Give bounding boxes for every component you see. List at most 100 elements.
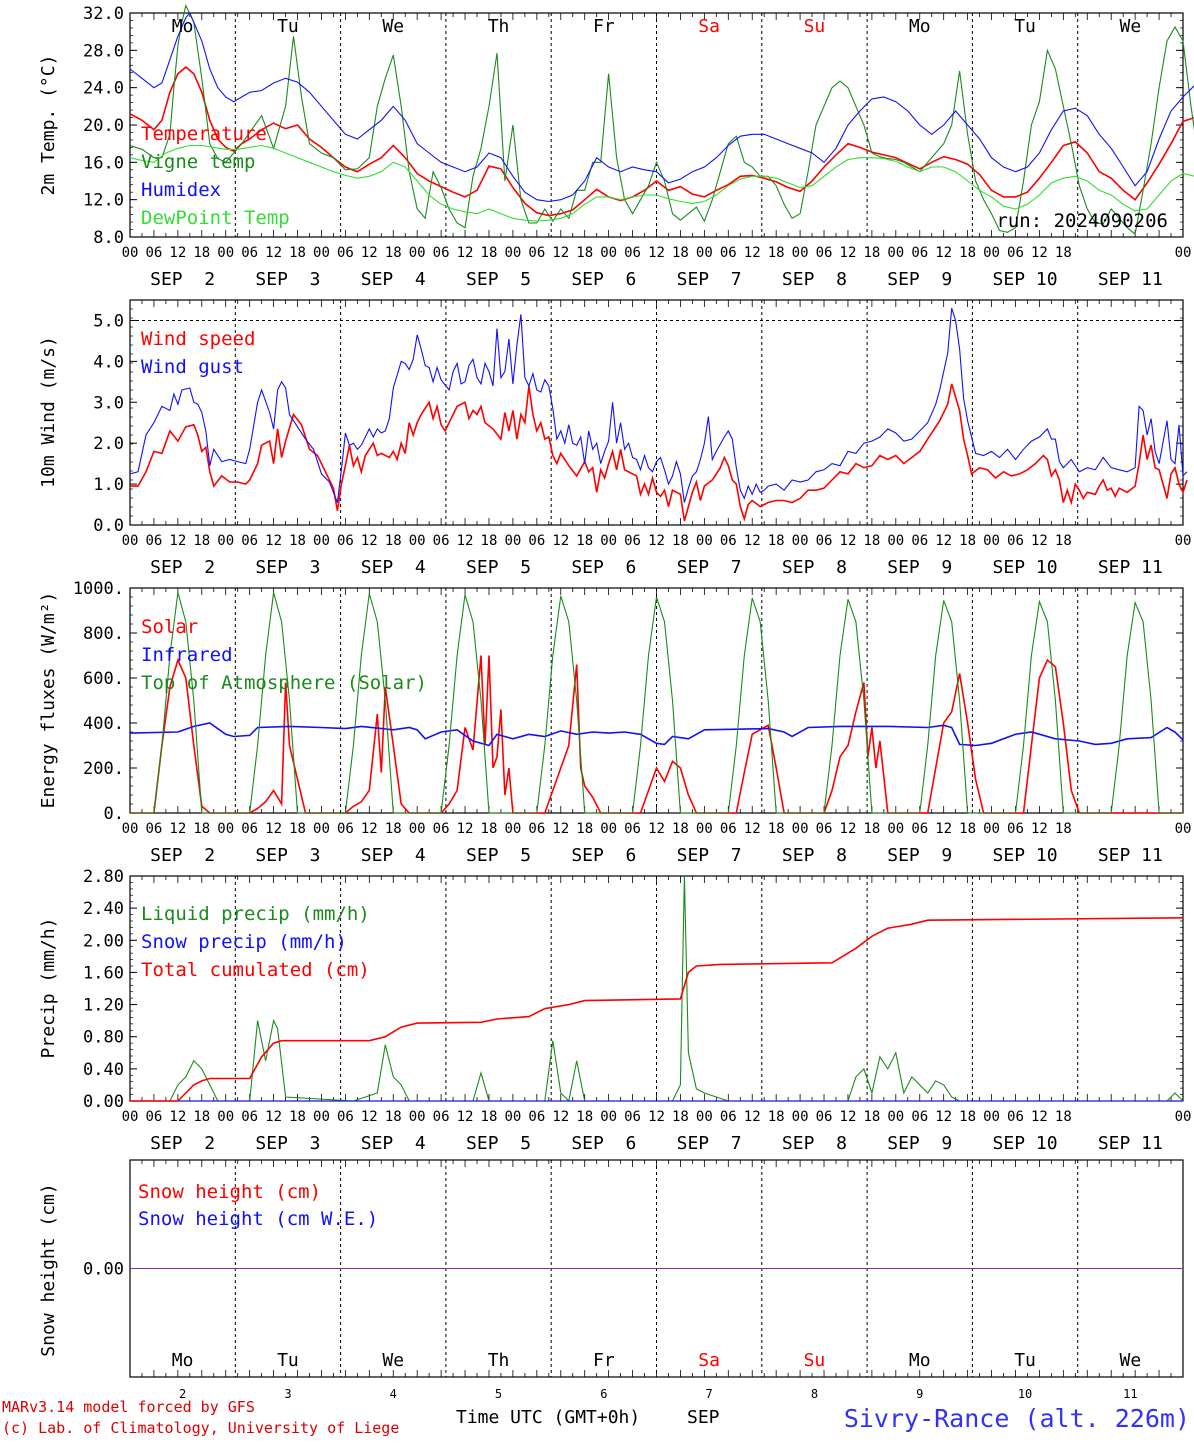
- hour-tick-label: 06: [528, 821, 545, 837]
- legend-entry: Vigne temp: [141, 151, 255, 173]
- hour-tick-label: 18: [959, 533, 976, 549]
- hour-tick-label: 06: [1007, 245, 1024, 261]
- day-name-label: Tu: [277, 16, 299, 37]
- legend-entry: Snow height (cm W.E.): [138, 1208, 378, 1230]
- hour-tick-label: 06: [433, 533, 450, 549]
- hour-tick-label: 00: [792, 533, 809, 549]
- hour-tick-label: 00: [504, 821, 521, 837]
- series-line-temperature: [129, 66, 1194, 217]
- y-axis-label: Energy fluxes (W/m²): [38, 592, 59, 809]
- hour-tick-label: 06: [816, 533, 833, 549]
- date-label: SEP 3: [255, 1133, 320, 1154]
- hour-tick-label: 06: [433, 1109, 450, 1125]
- legend-entry: Top of Atmosphere (Solar): [141, 672, 427, 694]
- hour-tick-label: 18: [672, 245, 689, 261]
- hour-tick-label: 12: [552, 533, 569, 549]
- day-name-label: Mo: [172, 1350, 194, 1371]
- legend-entry: Humidex: [141, 179, 221, 201]
- legend-entry: Liquid precip (mm/h): [141, 903, 370, 925]
- y-tick-label: 12.0: [83, 191, 124, 211]
- hour-tick-label: 18: [1055, 821, 1072, 837]
- day-name-label: Tu: [277, 1350, 299, 1371]
- date-label: SEP 7: [677, 845, 742, 866]
- hour-tick-label: 00: [887, 533, 904, 549]
- date-label: SEP 2: [150, 557, 215, 578]
- hour-tick-label: 00: [409, 1109, 426, 1125]
- hour-tick-label: 18: [672, 821, 689, 837]
- date-label: SEP 2: [150, 1133, 215, 1154]
- hour-tick-label: 00: [122, 533, 139, 549]
- run-label: run: 2024090206: [996, 210, 1168, 232]
- hour-tick-label: 12: [648, 245, 665, 261]
- hour-tick-label: 00: [313, 821, 330, 837]
- hour-tick-label: 12: [744, 1109, 761, 1125]
- hour-tick-label: 00: [504, 245, 521, 261]
- date-label: SEP 8: [782, 269, 847, 290]
- date-label: SEP 3: [255, 269, 320, 290]
- hour-tick-label: 12: [1031, 533, 1048, 549]
- panel-temp: 8.0 12.0 16.0 20.0 24.0 28.0 32.0 2m Temp. (°C)…: [38, 3, 1194, 290]
- hour-tick-label: 18: [576, 245, 593, 261]
- hour-tick-label: 06: [433, 821, 450, 837]
- y-tick-label: 24.0: [83, 79, 124, 99]
- hour-tick-label: 12: [935, 245, 952, 261]
- y-tick-label: 1.60: [83, 963, 124, 983]
- y-tick-label: 16.0: [83, 153, 124, 173]
- hour-tick-label: 18: [768, 821, 785, 837]
- date-label: SEP 7: [677, 269, 742, 290]
- hour-tick-label: 18: [768, 1109, 785, 1125]
- hour-tick-label: 06: [433, 245, 450, 261]
- hour-tick-label: 18: [768, 533, 785, 549]
- hour-tick-label: 18: [289, 821, 306, 837]
- hour-tick-label: 06: [624, 821, 641, 837]
- hour-tick-label: 18: [576, 1109, 593, 1125]
- hour-tick-label: 00: [792, 1109, 809, 1125]
- y-tick-label: 0.: [104, 804, 124, 824]
- hour-tick-label: 12: [648, 821, 665, 837]
- hour-tick-label: 06: [720, 245, 737, 261]
- y-tick-label: 0.00: [83, 1092, 124, 1112]
- hour-tick-label: 00: [313, 1109, 330, 1125]
- date-label: SEP 2: [150, 269, 215, 290]
- day-name-label: Fr: [593, 1350, 615, 1371]
- hour-tick-label: 18: [768, 245, 785, 261]
- hour-tick-label: 18: [576, 821, 593, 837]
- day-name-label: Tu: [1014, 1350, 1036, 1371]
- hour-tick-label: 12: [1031, 245, 1048, 261]
- hour-tick-label: 18: [289, 245, 306, 261]
- hour-tick-label: 06: [241, 821, 258, 837]
- hour-tick-label: 00: [217, 533, 234, 549]
- date-label: SEP 7: [677, 1133, 742, 1154]
- y-tick-label: 3.0: [93, 393, 124, 413]
- series-line-dewpoint-temp: [129, 144, 1194, 222]
- hour-tick-label: 12: [840, 245, 857, 261]
- hour-tick-label: 06: [146, 245, 163, 261]
- hour-tick-label: 06: [1007, 1109, 1024, 1125]
- xaxis-month: SEP: [687, 1407, 720, 1428]
- day-name-label: We: [382, 16, 404, 37]
- hour-tick-label: 12: [840, 533, 857, 549]
- day-number-label: 6: [600, 1387, 607, 1401]
- hour-tick-label: 18: [959, 245, 976, 261]
- hour-tick-label: 00: [887, 821, 904, 837]
- hour-tick-label: 00: [1175, 533, 1192, 549]
- hour-tick-label: 00: [696, 533, 713, 549]
- hour-tick-label: 12: [744, 245, 761, 261]
- hour-tick-label: 06: [720, 533, 737, 549]
- date-label: SEP 6: [571, 1133, 636, 1154]
- day-number-label: 4: [390, 1387, 397, 1401]
- day-number-label: 9: [916, 1387, 923, 1401]
- date-label: SEP 8: [782, 557, 847, 578]
- y-tick-label: 8.0: [93, 228, 124, 248]
- date-label: SEP 9: [887, 269, 952, 290]
- panel-precip: 0.00 0.40 0.80 1.20 1.60 2.00 2.40 2.80 Precip (…: [38, 867, 1191, 1154]
- date-label: SEP 10: [993, 269, 1058, 290]
- series-line-wind-speed: [130, 383, 1188, 522]
- hour-tick-label: 06: [911, 1109, 928, 1125]
- hour-tick-label: 00: [409, 245, 426, 261]
- day-name-label: Tu: [1014, 16, 1036, 37]
- hour-tick-label: 00: [313, 533, 330, 549]
- hour-tick-label: 12: [265, 821, 282, 837]
- hour-tick-label: 18: [863, 1109, 880, 1125]
